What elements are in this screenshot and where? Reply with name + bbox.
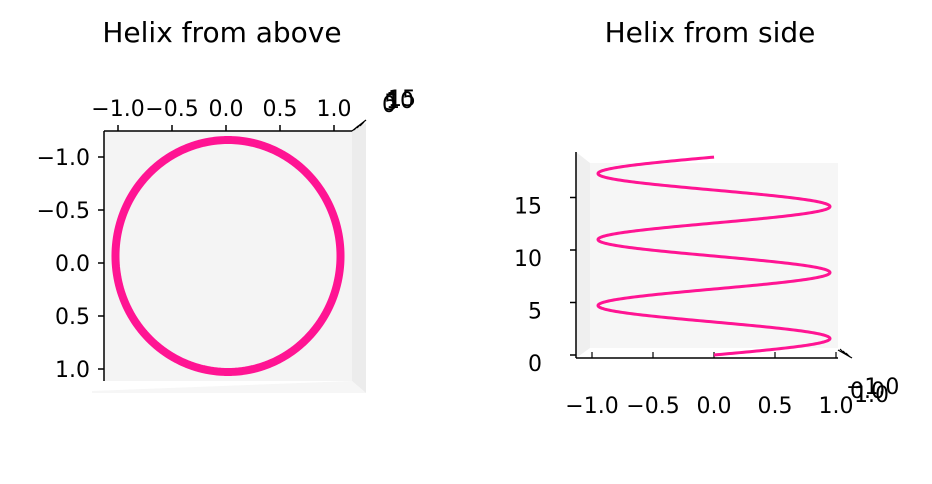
helix-line-side (596, 155, 832, 357)
pane-top (104, 131, 352, 381)
z-tick-label-side: 5 (528, 300, 542, 325)
x-ticks-top: −1.0 −0.5 0.0 0.5 1.0 (91, 97, 352, 131)
chart-side-view: Helix from side −1.0 −0.5 0.0 0.5 1.0 0 5 10 15… (514, 16, 899, 419)
chart-title-side: Helix from side (605, 16, 816, 49)
x-tick-label-top: 0.5 (263, 97, 298, 122)
x-tick-label-top: −1.0 (91, 97, 144, 122)
helix-line-top (111, 136, 345, 376)
z-axis-marks-top (351, 119, 367, 132)
z-ticks-side: 0 5 10 15 (514, 195, 576, 377)
x-tick-label-side: −0.5 (626, 394, 679, 419)
x-tick-label-top: 0.0 (209, 97, 244, 122)
x-tick-label-top: 1.0 (317, 97, 352, 122)
y-tick-label-top: 0.0 (55, 252, 90, 277)
y-ticks-top: −1.0 −0.5 0.0 0.5 1.0 (37, 146, 104, 383)
z-tick-label-side: 15 (514, 195, 542, 220)
x-ticks-side: −1.0 −0.5 0.0 0.5 1.0 (565, 352, 854, 419)
y-ticks-side: −1.00.01.0 (846, 375, 899, 408)
x-tick-label-side: 0.0 (697, 394, 732, 419)
pane-bottom-top (92, 381, 366, 393)
y-tick-label-side: 1.0 (854, 383, 889, 408)
z-tick-label-top: 15 (388, 87, 416, 112)
x-tick-label-side: −1.0 (565, 394, 618, 419)
z-tick-label-side: 0 (528, 352, 542, 377)
y-tick-label-top: −1.0 (37, 146, 90, 171)
x-tick-label-side: 0.5 (758, 394, 793, 419)
x-tick-label-top: −0.5 (145, 97, 198, 122)
pane-side-top (352, 123, 366, 393)
y-axis-marks-side (837, 348, 853, 359)
y-tick-label-top: −0.5 (37, 199, 90, 224)
y-tick-label-top: 0.5 (55, 305, 90, 330)
z-tick-label-top: 5 (384, 91, 398, 116)
z-tick-label-side: 10 (514, 247, 542, 272)
z-tick-label-top: 10 (386, 89, 414, 114)
z-tick-label-top: 0 (382, 93, 396, 118)
y-tick-label-side: −1.0 (846, 375, 899, 400)
pane-left-side (576, 152, 590, 358)
x-tick-label-side: 1.0 (819, 394, 854, 419)
y-tick-label-side: 0.0 (850, 379, 885, 404)
chart-title-top: Helix from above (102, 16, 341, 49)
chart-top-view: Helix from above −1.0 −0.5 0.0 0.5 1.0 −1.0−… (37, 16, 416, 393)
y-tick-label-top: 1.0 (55, 358, 90, 383)
